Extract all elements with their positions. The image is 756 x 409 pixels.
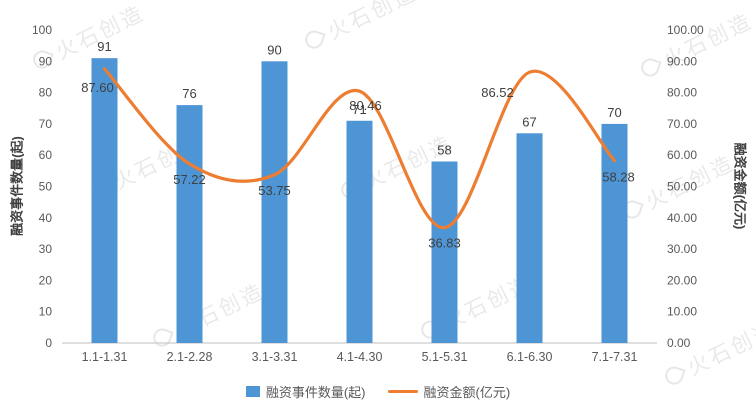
legend-label-line: 融资金额(亿元)	[423, 385, 511, 400]
bar	[516, 133, 543, 343]
line-value-label: 53.75	[258, 183, 291, 198]
legend-item-bars: 融资事件数量(起)	[245, 382, 366, 401]
y-tick-label-right: 100.00	[667, 23, 704, 37]
bar	[431, 161, 458, 343]
x-category-label: 7.1-7.31	[592, 350, 638, 364]
legend: 融资事件数量(起) 融资金额(亿元)	[0, 382, 756, 401]
line-value-label: 58.28	[602, 170, 635, 185]
x-category-label: 2.1-2.28	[167, 350, 213, 364]
y-tick-label-right: 20.00	[667, 273, 697, 287]
y-tick-label-right: 40.00	[667, 211, 697, 225]
y-tick-label-right: 30.00	[667, 242, 697, 256]
y-tick-label-right: 90.00	[667, 54, 697, 68]
line-series-path	[102, 67, 617, 230]
left-axis-title: 融资事件数量(起)	[9, 136, 25, 236]
line-value-label: 86.52	[481, 85, 514, 100]
x-category-label: 3.1-3.31	[252, 350, 298, 364]
y-tick-label-left: 70	[39, 117, 53, 131]
right-axis-title: 融资金额(亿元)	[732, 142, 748, 230]
bar	[346, 120, 373, 344]
x-category-label: 1.1-1.31	[82, 350, 128, 364]
y-tick-label-right: 60.00	[667, 148, 697, 162]
bar-series-swatch-icon	[245, 386, 260, 397]
y-tick-label-right: 10.00	[667, 305, 697, 319]
legend-item-line: 融资金额(亿元)	[387, 382, 511, 401]
bar-value-label: 58	[437, 142, 451, 157]
bar-value-label: 70	[607, 105, 621, 120]
bar	[91, 58, 118, 344]
line-series-swatch-icon	[387, 390, 418, 393]
bar	[601, 123, 628, 344]
line-value-label: 36.83	[428, 236, 461, 251]
y-tick-label-left: 80	[39, 86, 53, 100]
bar-value-label: 91	[97, 39, 111, 54]
x-category-label: 5.1-5.31	[422, 350, 468, 364]
y-tick-label-right: 0.00	[667, 336, 691, 350]
plot-area: 0 10 20 30 40 50 60 70 80 90 100 0.00 10.00 20.00 30.0…	[32, 23, 704, 364]
y-tick-label-right: 80.00	[667, 86, 697, 100]
y-tick-label-left: 30	[39, 242, 53, 256]
y-tick-label-left: 90	[39, 54, 53, 68]
y-tick-label-left: 100	[32, 23, 52, 37]
bar	[261, 61, 288, 344]
y-tick-label-left: 0	[45, 336, 52, 350]
line-value-label: 87.60	[81, 80, 114, 95]
y-tick-label-right: 50.00	[667, 180, 697, 194]
line-value-label: 57.22	[173, 172, 206, 187]
bar-value-label: 90	[267, 42, 281, 57]
y-tick-label-left: 60	[39, 148, 53, 162]
x-category-label: 6.1-6.30	[507, 350, 553, 364]
x-category-label: 4.1-4.30	[337, 350, 383, 364]
y-tick-label-left: 10	[39, 305, 53, 319]
y-tick-label-left: 50	[39, 180, 53, 194]
bar	[176, 105, 203, 344]
y-tick-label-left: 20	[39, 273, 53, 287]
y-tick-label-left: 40	[39, 211, 53, 225]
bar-value-label: 67	[522, 114, 536, 129]
y-tick-label-right: 70.00	[667, 117, 697, 131]
legend-label-bars: 融资事件数量(起)	[265, 385, 366, 400]
line-value-label: 80.46	[349, 98, 382, 113]
bar-value-label: 71	[352, 102, 366, 117]
bar-value-label: 76	[182, 86, 196, 101]
